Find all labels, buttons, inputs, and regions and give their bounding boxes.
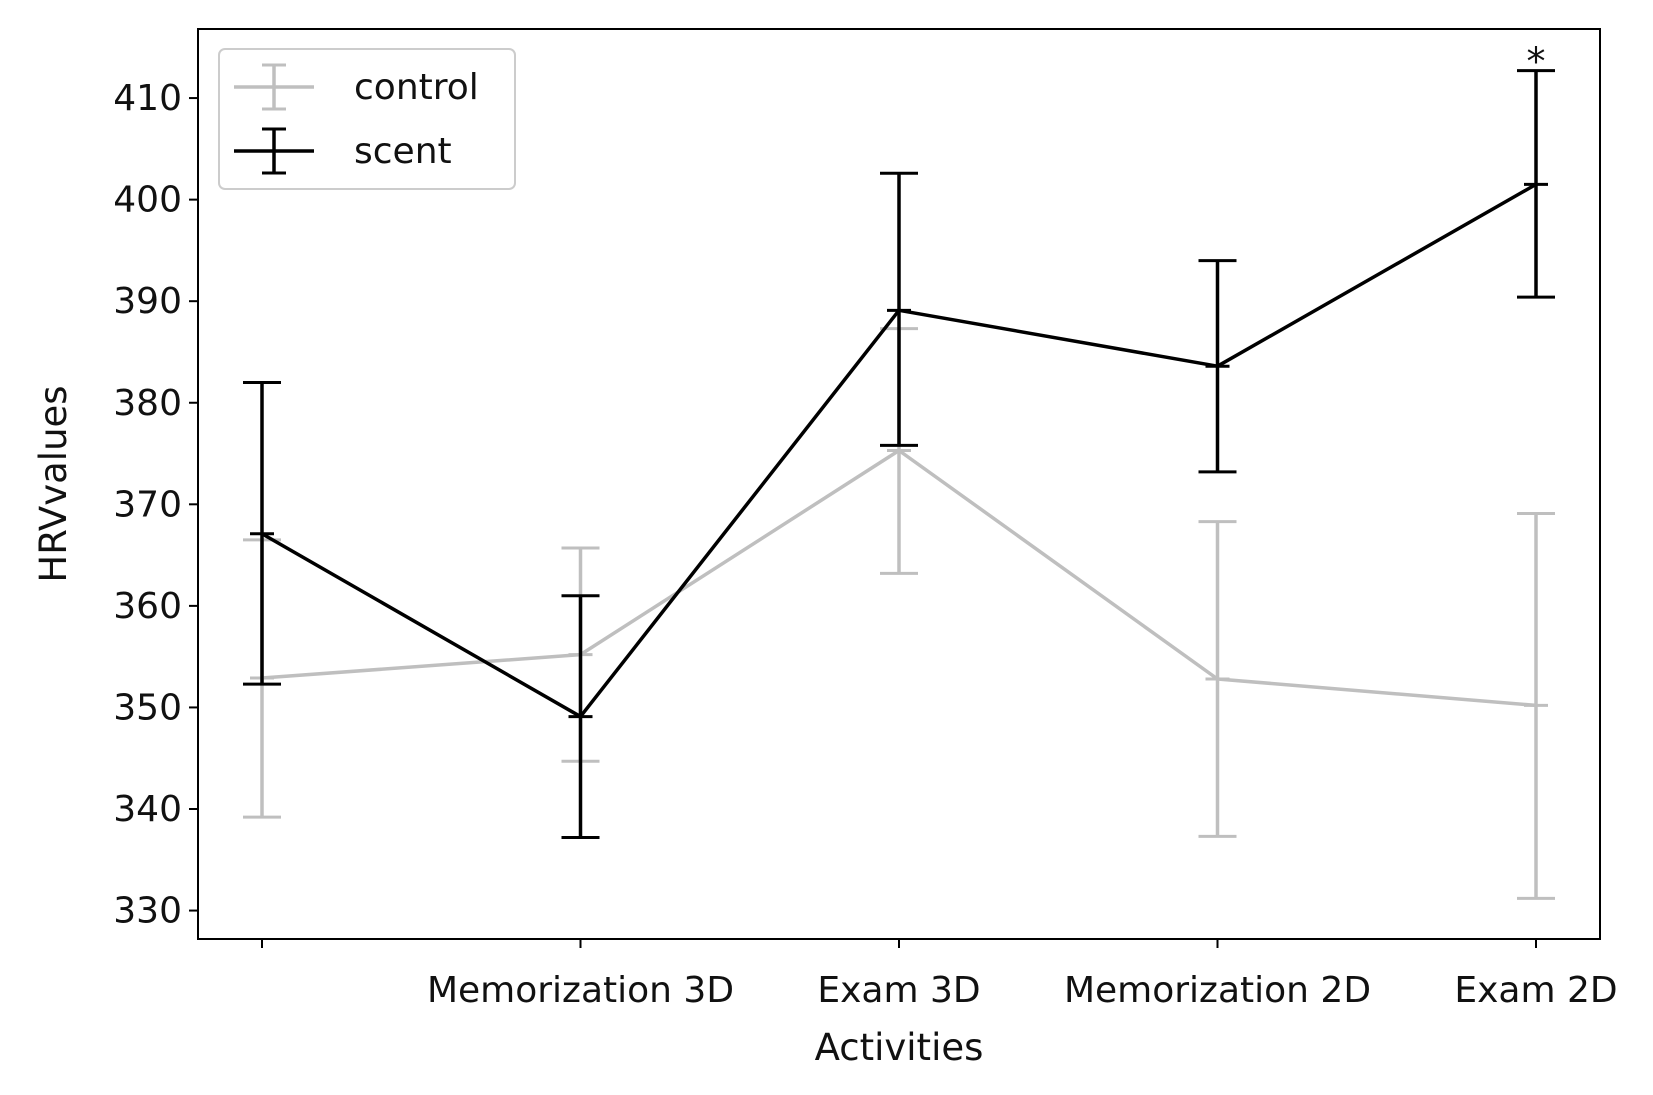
significance-marker: * [1527, 40, 1546, 84]
x-tick-label: Memorization 2D [1064, 970, 1371, 1011]
x-tick-label: Memorization 3D [427, 970, 734, 1011]
legend-label: scent [354, 131, 452, 172]
y-tick-label: 400 [113, 180, 182, 221]
plot-area: * [243, 40, 1555, 900]
x-axis-title: Activities [815, 1026, 984, 1069]
y-tick-label: 380 [113, 383, 182, 424]
y-tick-label: 330 [113, 891, 182, 932]
series-scent [243, 69, 1555, 839]
y-tick-label: 340 [113, 789, 182, 830]
legend-item-control: control [234, 63, 479, 111]
y-tick-label: 350 [113, 687, 182, 728]
legend: control scent [218, 48, 516, 190]
y-tick-label: 390 [113, 281, 182, 322]
y-axis-title: HRVvalues [32, 385, 75, 582]
y-tick-label: 410 [113, 78, 182, 119]
x-axis: Memorization 3D Exam 3D Memorization 2D Exa… [261, 939, 1618, 1011]
y-tick-label: 370 [113, 484, 182, 525]
y-axis: 330 340 350 360 370 380 390 400 410 [113, 78, 198, 932]
x-tick-label: Exam 3D [817, 970, 980, 1011]
x-tick-label: Exam 2D [1454, 970, 1617, 1011]
legend-item-scent: scent [234, 127, 452, 175]
legend-box [218, 48, 516, 190]
y-tick-label: 360 [113, 586, 182, 627]
legend-label: control [354, 67, 479, 108]
